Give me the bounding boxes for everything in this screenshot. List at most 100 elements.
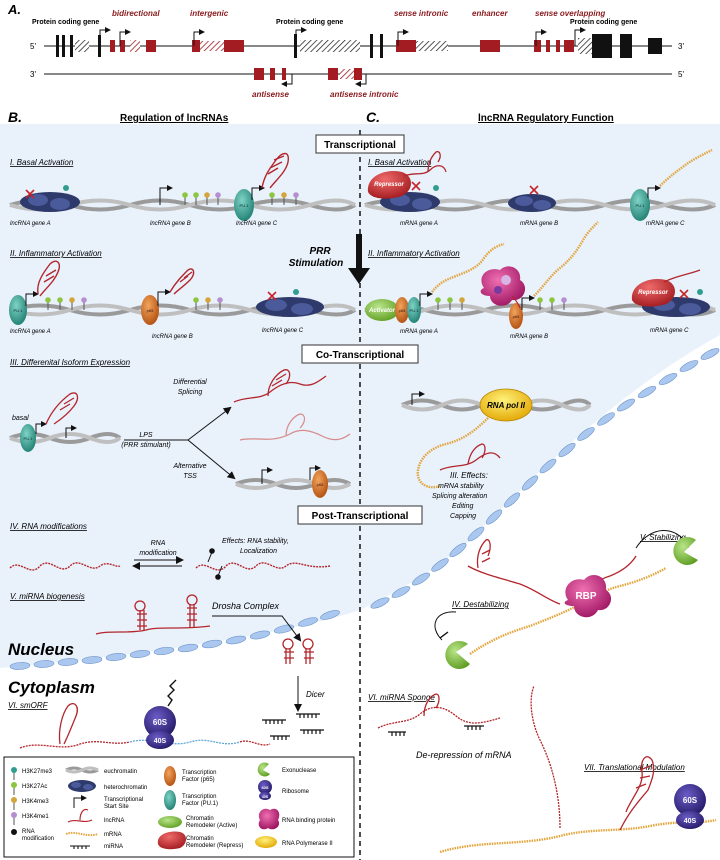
right-mrna-b2-label: mRNA gene B [510,334,548,340]
pu1-factor: PU.1 [630,189,650,221]
left-isoform-title: III. Differenital Isoform Expression [10,358,131,367]
svg-text:Stimulation: Stimulation [289,258,343,269]
drosha-label: Drosha Complex [212,601,280,611]
legend-tf-pu1: Transcription Factor (PU.1) [164,790,218,810]
effects-label-1: Effects: RNA stability, [222,538,289,545]
rbp-bound-mrna [469,566,667,655]
legend-ribosome: 60S 40S Ribosome [258,780,310,800]
modified-rna [195,562,331,571]
svg-text:Start Site: Start Site [104,804,129,810]
pu1-factor: PU.1 [234,189,254,221]
repressor-remodeler: Repressor [631,278,675,307]
right-mrna-a2-label: mRNA gene A [400,329,438,335]
diff-splicing-label-2: Splicing [178,389,203,396]
x-mark-icon [25,189,35,199]
nuclear-envelope-left [9,610,340,670]
panel-b-label: B. [8,109,22,125]
effects-item-1: mRNA stability [438,483,484,490]
svg-text:RNA: RNA [22,829,35,835]
label-antisense-intronic: antisense intronic [330,90,399,99]
left-heterochromatin-c2 [256,297,324,317]
svg-text:H3K4me3: H3K4me3 [22,799,49,805]
alt-tss-dna [235,478,351,490]
x-mark-icon [267,291,277,301]
lncrna-hairpin [403,150,447,177]
alt-tss-rna [239,413,351,441]
pre-mirna [282,638,314,664]
svg-text:PU.1: PU.1 [24,436,34,441]
label-protein-coding-left: Protein coding gene [32,19,99,26]
exonuclease-icon [673,536,698,565]
svg-text:p65: p65 [513,314,520,319]
svg-text:Transcription: Transcription [182,770,216,776]
mrna-transcript [431,242,505,293]
svg-text:RNA pol II: RNA pol II [487,401,526,410]
exonuclease-icon [445,640,470,669]
pri-mirna [95,594,211,635]
svg-text:Remodeler (Repress): Remodeler (Repress) [186,843,243,849]
svg-text:Repressor: Repressor [638,290,668,296]
alt-tss-label-2: TSS [183,473,197,480]
legend-h3k27me3: H3K27me3 [11,767,53,780]
svg-text:p65: p65 [147,308,154,313]
label-enhancer: enhancer [472,9,508,18]
legend-tf-p65: Transcription Factor (p65) [164,766,216,786]
h3k27me3-mark [63,185,69,191]
lps-label: LPS [139,432,153,439]
smorf-title: VI. smORF [8,701,49,710]
panel-c-label: C. [366,109,380,125]
repressor-remodeler: Repressor [367,170,411,199]
left-gene-c-label: lncRNA gene C [236,221,278,227]
nucleus-region-right [360,124,720,610]
left-mirna-title: V. miRNA biogenesis [10,592,85,601]
left-gene-b-label: lncRNA gene B [150,221,191,227]
svg-text:H3K4me1: H3K4me1 [22,814,49,820]
translational-title: VII. Translational Modulation [584,763,685,772]
svg-text:Transcriptional: Transcriptional [104,797,143,803]
heading-function: lncRNA Regulatory Function [478,113,614,124]
lncrna-hairpin [36,260,60,297]
lncrna-hairpin [169,268,195,295]
svg-text:40S: 40S [154,738,167,745]
stage-co-transcriptional: Co-Transcriptional [301,344,419,364]
right-inflammatory-title: II. Inflammatory Activation [368,249,460,258]
svg-text:Transcriptional: Transcriptional [324,140,396,151]
rbp: RBP [564,575,612,618]
diff-splicing-label-1: Differential [173,379,207,386]
right-mrna-c-label: mRNA gene C [646,221,685,227]
label-sense-intronic: sense intronic [394,9,449,18]
svg-text:RBP: RBP [575,591,596,602]
effects-item-4: Capping [450,513,476,520]
h3k27me3-mark [293,289,299,295]
left-basal-title: I. Basal Activation [10,158,74,167]
mature-mirnas [262,713,324,740]
antisense-gene [254,68,286,80]
svg-text:PU.1: PU.1 [410,308,420,313]
histone-marks-b2 [193,297,223,310]
h3k27me3-mark [697,289,703,295]
svg-text:PU.1: PU.1 [240,203,250,208]
p65-factor: p65 [312,470,328,498]
left-gene-a2-label: lncRNA gene A [10,329,51,335]
svg-text:p65: p65 [317,482,324,487]
legend: H3K27me3 H3K27Ac H3K4me3 H3K4me1 RNA mod… [3,756,355,858]
peptide [167,679,177,707]
svg-text:Exonuclease: Exonuclease [282,768,317,774]
legend-lncrna: lncRNA [67,808,124,824]
co-transcriptional-lncrna [439,443,501,471]
svg-text:Remodeler (Active): Remodeler (Active) [186,823,237,829]
svg-text:PRR: PRR [309,246,331,257]
svg-text:Post-Transcriptional: Post-Transcriptional [312,511,409,522]
svg-text:p65: p65 [399,308,406,313]
svg-text:euchromatin: euchromatin [104,769,137,775]
rbp-lncrna [467,539,637,605]
stage-post-transcriptional: Post-Transcriptional [297,505,423,525]
translation-mrna [439,818,717,854]
legend-exonuclease: Exonuclease [257,762,317,777]
svg-text:PU.1: PU.1 [14,308,24,313]
lncrna-hairpin [45,392,79,425]
nucleus-label: Nucleus [8,640,74,659]
nascent-mrna [416,417,489,489]
svg-text:PU.1: PU.1 [636,203,646,208]
